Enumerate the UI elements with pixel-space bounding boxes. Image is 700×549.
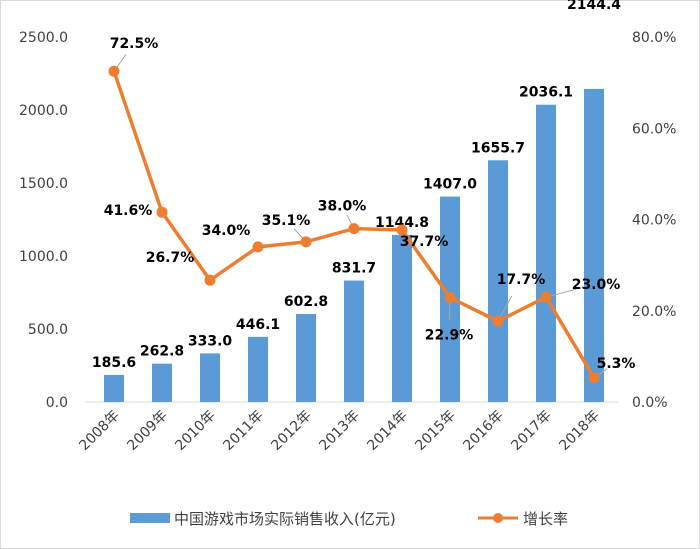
y-right-tick-label: 80.0% xyxy=(632,30,676,46)
growth-rate-point xyxy=(348,223,360,235)
bar-data-label: 1407.0 xyxy=(423,177,477,193)
legend-line-label: 增长率 xyxy=(523,510,568,528)
x-tick-label: 2013年 xyxy=(316,408,362,454)
line-data-label: 22.9% xyxy=(425,328,474,344)
growth-rate-point xyxy=(108,65,120,77)
y-left-tick-label: 2500.0 xyxy=(19,30,68,46)
growth-rate-point xyxy=(396,224,408,236)
line-data-label: 17.7% xyxy=(497,272,546,288)
bar xyxy=(200,353,220,402)
x-tick-label: 2017年 xyxy=(508,408,554,454)
growth-rate-point xyxy=(300,236,312,248)
bar xyxy=(104,374,124,402)
bar xyxy=(392,234,412,402)
bar xyxy=(152,363,172,402)
growth-rate-point xyxy=(444,292,456,304)
line-data-label: 35.1% xyxy=(262,213,311,229)
bar-data-label: 1144.8 xyxy=(375,215,429,231)
growth-rate-point xyxy=(492,315,504,327)
bar-data-label: 333.0 xyxy=(188,333,233,349)
y-right-tick-label: 60.0% xyxy=(632,121,676,137)
line-data-label: 34.0% xyxy=(202,223,251,239)
bar-data-label: 185.6 xyxy=(92,355,136,371)
x-tick-label: 2015年 xyxy=(412,408,458,454)
bar-data-label: 2144.4 xyxy=(567,0,621,13)
legend-bar-swatch xyxy=(130,513,170,523)
y-left-tick-label: 2000.0 xyxy=(19,103,68,119)
growth-rate-point xyxy=(588,372,600,384)
line-data-label: 23.0% xyxy=(572,277,621,293)
growth-rate-point xyxy=(204,274,216,286)
line-data-label: 5.3% xyxy=(597,356,636,372)
y-right-tick-label: 20.0% xyxy=(632,304,676,320)
line-data-label: 41.6% xyxy=(104,203,153,219)
line-data-label: 37.7% xyxy=(400,234,449,250)
growth-rate-point xyxy=(156,206,168,218)
y-right-tick-label: 0.0% xyxy=(632,395,668,411)
y-left-tick-label: 1000.0 xyxy=(19,249,68,265)
growth-rate-point xyxy=(540,291,552,303)
bar-data-label: 831.7 xyxy=(332,261,376,277)
line-data-label: 26.7% xyxy=(146,250,195,266)
legend-line-marker xyxy=(493,513,503,523)
y-left-tick-label: 1500.0 xyxy=(19,176,68,192)
x-tick-label: 2014年 xyxy=(364,408,410,454)
x-tick-label: 2008年 xyxy=(76,408,122,454)
y-left-tick-label: 0.0 xyxy=(46,395,68,411)
legend-bar-label: 中国游戏市场实际销售收入(亿元) xyxy=(174,510,396,528)
bar-data-label: 446.1 xyxy=(236,317,280,333)
x-tick-label: 2018年 xyxy=(556,408,602,454)
line-data-label: 72.5% xyxy=(110,36,159,52)
growth-rate-point xyxy=(252,241,264,253)
y-left-tick-label: 500.0 xyxy=(28,322,68,338)
x-tick-label: 2011年 xyxy=(220,408,266,454)
x-tick-label: 2012年 xyxy=(268,408,314,454)
line-data-label: 38.0% xyxy=(318,199,367,215)
bar xyxy=(344,280,364,402)
y-right-tick-label: 40.0% xyxy=(632,213,676,229)
x-tick-label: 2009年 xyxy=(124,408,170,454)
bar xyxy=(536,104,556,402)
bar xyxy=(296,313,316,402)
x-tick-label: 2010年 xyxy=(172,408,218,454)
x-tick-label: 2016年 xyxy=(460,408,506,454)
bar xyxy=(248,336,268,402)
bar xyxy=(488,160,508,402)
bar xyxy=(584,88,604,402)
bar-data-label: 602.8 xyxy=(284,294,328,310)
bar-data-label: 262.8 xyxy=(140,344,184,360)
bar-data-label: 1655.7 xyxy=(471,140,525,156)
bar-data-label: 2036.1 xyxy=(519,85,573,101)
